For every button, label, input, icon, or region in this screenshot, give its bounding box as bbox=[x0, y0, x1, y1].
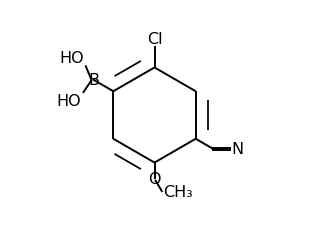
Text: HO: HO bbox=[59, 51, 83, 66]
Text: CH₃: CH₃ bbox=[163, 184, 193, 199]
Text: O: O bbox=[148, 171, 161, 186]
Text: Cl: Cl bbox=[147, 32, 162, 47]
Text: N: N bbox=[231, 142, 243, 157]
Text: B: B bbox=[88, 73, 99, 88]
Text: HO: HO bbox=[57, 94, 81, 109]
